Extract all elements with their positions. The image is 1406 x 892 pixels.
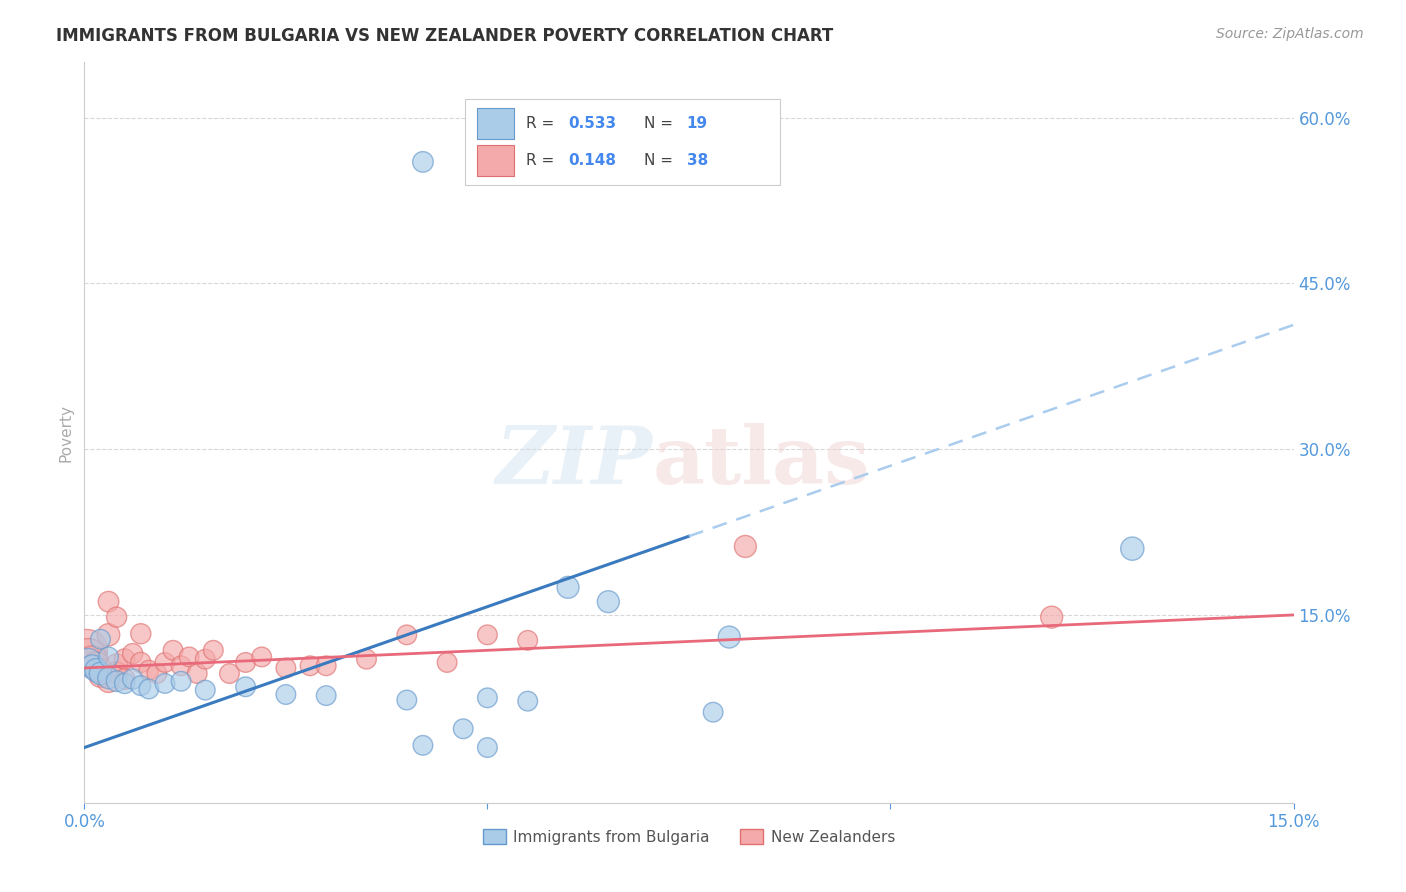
Point [114,652,136,666]
Point [97,671,120,685]
Point [218,666,240,681]
Text: 19: 19 [686,116,707,131]
Point [153,656,176,670]
Point [598,595,620,609]
Point [82,660,104,674]
Point [82,654,104,668]
Point [235,680,257,694]
Point [105,674,128,689]
Point [129,656,152,670]
Point [170,674,193,689]
Text: Source: ZipAtlas.com: Source: ZipAtlas.com [1216,27,1364,41]
Point [138,663,160,677]
Point [89,632,111,647]
Point [76,643,98,657]
Point [86,663,108,677]
Point [356,652,378,666]
Point [516,633,538,648]
Point [702,705,724,719]
Point [274,661,297,675]
Point [451,722,474,736]
Point [477,628,499,642]
Point [121,672,143,686]
Point [235,656,257,670]
Point [89,663,111,677]
Point [86,658,108,673]
Point [105,657,128,672]
Point [105,610,128,624]
Point [77,649,100,664]
FancyBboxPatch shape [478,108,513,138]
Point [97,649,120,664]
Text: atlas: atlas [652,423,870,501]
Point [315,658,337,673]
Point [179,649,201,664]
Point [97,674,120,689]
Point [97,595,120,609]
Point [1040,610,1063,624]
Point [516,694,538,708]
Legend: Immigrants from Bulgaria, New Zealanders: Immigrants from Bulgaria, New Zealanders [477,822,901,851]
Point [718,630,741,644]
Point [274,688,297,702]
Point [170,658,193,673]
Point [194,683,217,698]
Point [395,628,418,642]
Y-axis label: Poverty: Poverty [58,403,73,462]
Point [89,669,111,683]
Text: 0.533: 0.533 [568,116,616,131]
Point [412,154,434,169]
Point [89,666,111,681]
Point [105,665,128,680]
Point [121,647,143,661]
Point [146,666,169,681]
Point [129,626,152,640]
Text: ZIP: ZIP [496,424,652,501]
Point [202,643,225,657]
Point [153,676,176,690]
FancyBboxPatch shape [465,99,780,185]
Point [557,580,579,594]
Point [436,656,458,670]
Point [194,652,217,666]
Text: 38: 38 [686,153,707,169]
Point [186,666,208,681]
Point [129,679,152,693]
Point [138,681,160,696]
FancyBboxPatch shape [478,145,513,176]
Point [477,690,499,705]
Point [114,672,136,686]
Text: R =: R = [526,116,558,131]
Point [250,649,273,664]
Point [77,654,100,668]
Text: N =: N = [644,116,678,131]
Point [315,689,337,703]
Text: N =: N = [644,153,678,169]
Text: 0.148: 0.148 [568,153,616,169]
Text: R =: R = [526,153,558,169]
Point [114,676,136,690]
Point [395,693,418,707]
Point [734,540,756,554]
Point [477,740,499,755]
Point [97,628,120,642]
Point [162,643,184,657]
Text: IMMIGRANTS FROM BULGARIA VS NEW ZEALANDER POVERTY CORRELATION CHART: IMMIGRANTS FROM BULGARIA VS NEW ZEALANDE… [56,27,834,45]
Point [1121,541,1143,556]
Point [299,658,322,673]
Point [412,739,434,753]
